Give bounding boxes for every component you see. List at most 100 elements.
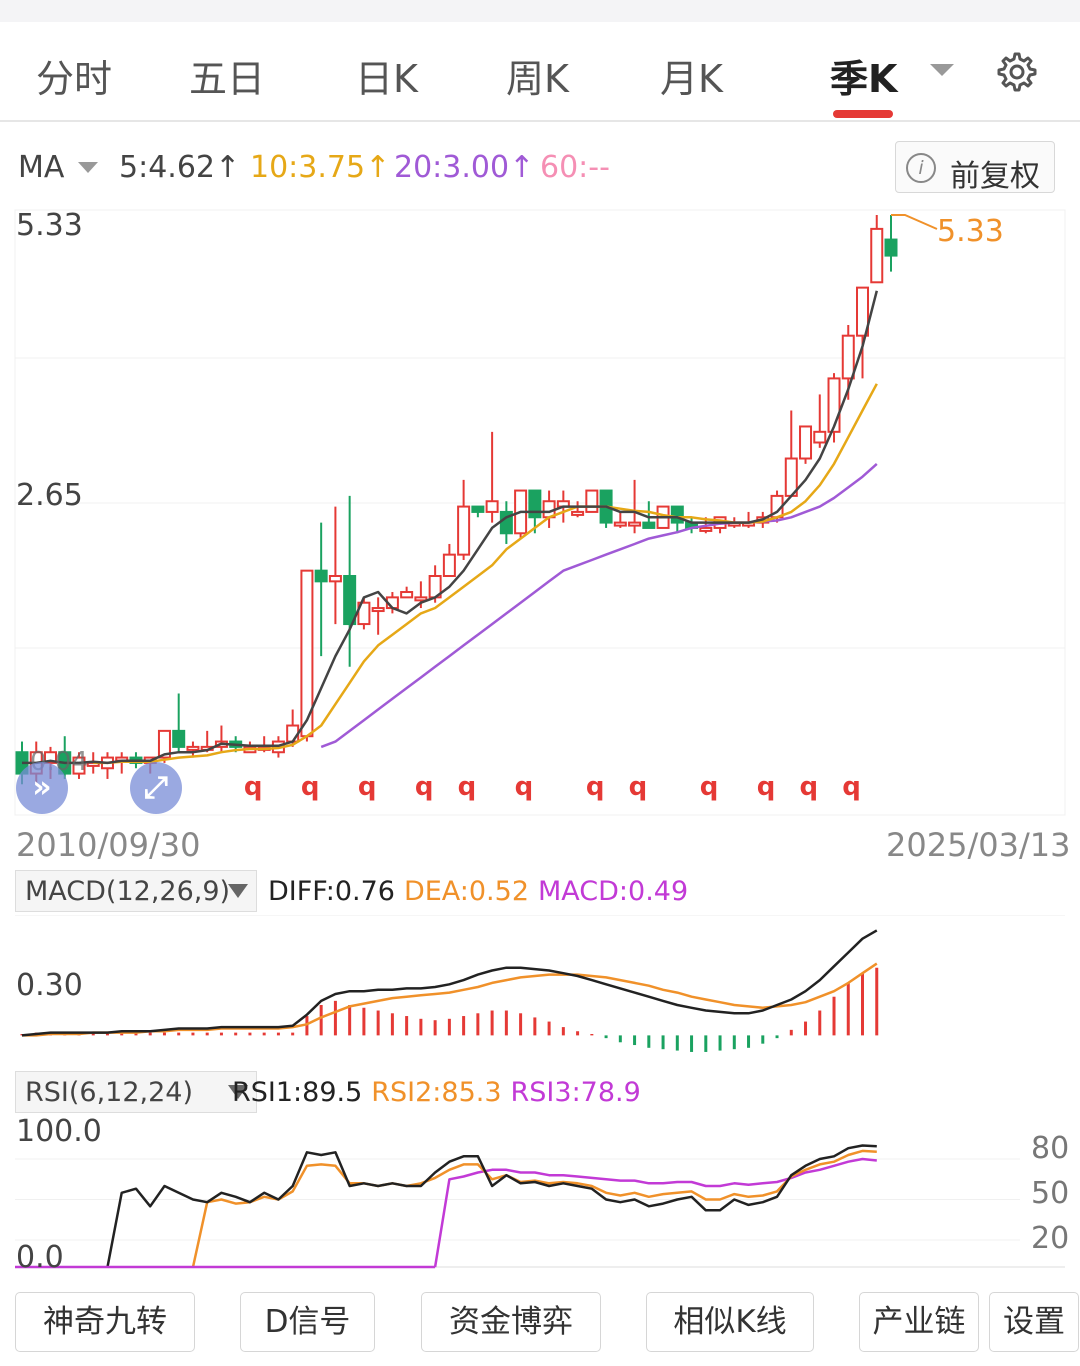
rsi2-line	[191, 1149, 877, 1268]
event-marker: q	[458, 772, 477, 802]
info-icon: i	[906, 153, 936, 183]
bottom-toolbar: 神奇九转 D信号 资金博弈 相似K线 产业链 设置	[0, 1292, 1080, 1352]
candle-body	[157, 729, 171, 759]
event-marker: q	[842, 772, 861, 802]
rsi1-line	[106, 1144, 877, 1268]
candle-body	[628, 521, 642, 527]
candle-body	[642, 521, 656, 529]
ma20-line	[320, 462, 878, 749]
adjust-mode-button[interactable]: i 前复权	[895, 141, 1055, 194]
candle-body	[827, 377, 841, 433]
macd-diff-value: DIFF:0.76	[268, 876, 395, 907]
event-marker: q	[415, 772, 434, 802]
end-date: 2025/03/13	[886, 826, 1071, 864]
active-tab-underline	[833, 110, 893, 118]
ma10-line	[93, 383, 878, 765]
candle-body	[172, 729, 186, 748]
candle-body	[72, 756, 86, 775]
rsi-selector[interactable]: RSI(6,12,24)	[15, 1071, 257, 1113]
triangle-down-icon	[228, 1085, 248, 1099]
candle-body	[314, 569, 328, 583]
candle-body	[841, 334, 855, 380]
event-marker: q	[244, 772, 263, 802]
rsi-values: RSI1:89.5 RSI2:85.3 RSI3:78.9	[232, 1077, 650, 1108]
ma5-line	[22, 290, 879, 765]
event-marker: q	[629, 772, 648, 802]
candlestick-chart[interactable]: q q q q q q q q q q q q0.045.33	[0, 200, 1080, 820]
macd-chart	[15, 915, 1065, 1052]
tab-monthly-k[interactable]: 月K	[660, 57, 723, 101]
candle-body	[613, 521, 627, 527]
candle-body	[471, 505, 485, 513]
candle-body	[457, 505, 471, 556]
rsi-tick-50: 50	[1031, 1176, 1070, 1211]
ma5-value: 5:4.62↑	[119, 150, 241, 185]
period-tab-bar: 分时 五日 日K 周K 月K 季K	[0, 22, 1080, 122]
ma20-value: 20:3.00↑	[394, 150, 535, 185]
event-marker: q	[515, 772, 534, 802]
event-marker: q	[757, 772, 776, 802]
candle-body	[571, 510, 585, 516]
tab-quarterly-k[interactable]: 季K	[830, 57, 898, 101]
tab-five-day[interactable]: 五日	[189, 57, 266, 101]
double-chevron-icon[interactable]: »	[16, 762, 68, 814]
tab-weekly-k[interactable]: 周K	[506, 57, 569, 101]
candle-body	[186, 745, 200, 751]
price-axis-mid: 2.65	[16, 478, 83, 513]
macd-axis-label: 0.30	[16, 968, 83, 1003]
rsi1-value: RSI1:89.5	[232, 1077, 363, 1108]
macd-selector[interactable]: MACD(12,26,9)	[15, 870, 257, 912]
candle-body	[414, 596, 428, 602]
macd-name: MACD(12,26,9)	[25, 876, 231, 907]
candle-body	[884, 238, 898, 257]
expand-icon[interactable]: ⤢	[130, 762, 182, 814]
candle-body	[870, 227, 884, 284]
candle-body	[286, 724, 300, 743]
similar-k-button[interactable]: 相似K线	[646, 1292, 814, 1352]
gear-icon[interactable]	[993, 48, 1041, 96]
candle-body	[485, 500, 499, 513]
rsi-axis-top: 100.0	[16, 1114, 102, 1149]
event-marker: q	[586, 772, 605, 802]
macd-values: DIFF:0.76 DEA:0.52 MACD:0.49	[268, 876, 697, 907]
candle-body	[343, 575, 357, 626]
rsi3-line	[433, 1157, 877, 1268]
price-axis-top: 5.33	[16, 208, 83, 243]
candle-body	[670, 505, 684, 524]
rsi-chart	[15, 1144, 1065, 1269]
tab-timeshare[interactable]: 分时	[36, 57, 113, 101]
triangle-down-icon[interactable]	[930, 64, 954, 76]
diff-line	[21, 929, 878, 1037]
ma-label: MA	[18, 150, 65, 185]
tab-daily-k[interactable]: 日K	[355, 57, 418, 101]
event-marker: q	[700, 772, 719, 802]
candle-body	[699, 526, 713, 532]
event-marker: q	[800, 772, 819, 802]
candle-body	[357, 601, 371, 626]
rsi-name: RSI(6,12,24)	[25, 1077, 193, 1108]
dea-line	[22, 962, 878, 1037]
event-marker: q	[301, 772, 320, 802]
rsi2-value: RSI2:85.3	[371, 1077, 502, 1108]
settings-button[interactable]: 设置	[989, 1292, 1079, 1352]
magic-nine-button[interactable]: 神奇九转	[15, 1292, 195, 1352]
candle-body	[799, 425, 813, 460]
adjust-mode-label: 前复权	[950, 159, 1040, 194]
latest-price-label: 5.33	[937, 214, 1004, 249]
fund-game-button[interactable]: 资金博弈	[421, 1292, 601, 1352]
event-marker: q	[358, 772, 377, 802]
rsi-tick-80: 80	[1031, 1131, 1070, 1166]
macd-dea-value: DEA:0.52	[403, 876, 529, 907]
candle-body	[528, 489, 542, 519]
ma-dropdown-icon[interactable]	[78, 162, 98, 173]
d-signal-button[interactable]: D信号	[240, 1292, 375, 1352]
plot-frame	[14, 209, 1066, 816]
candle-body	[328, 575, 342, 583]
status-strip	[0, 0, 1080, 22]
candle-body	[585, 489, 599, 513]
candle-body	[856, 286, 870, 337]
candle-body	[813, 430, 827, 444]
candle-body	[442, 553, 456, 578]
industry-chain-button[interactable]: 产业链	[859, 1292, 979, 1352]
ma10-value: 10:3.75↑	[250, 150, 391, 185]
